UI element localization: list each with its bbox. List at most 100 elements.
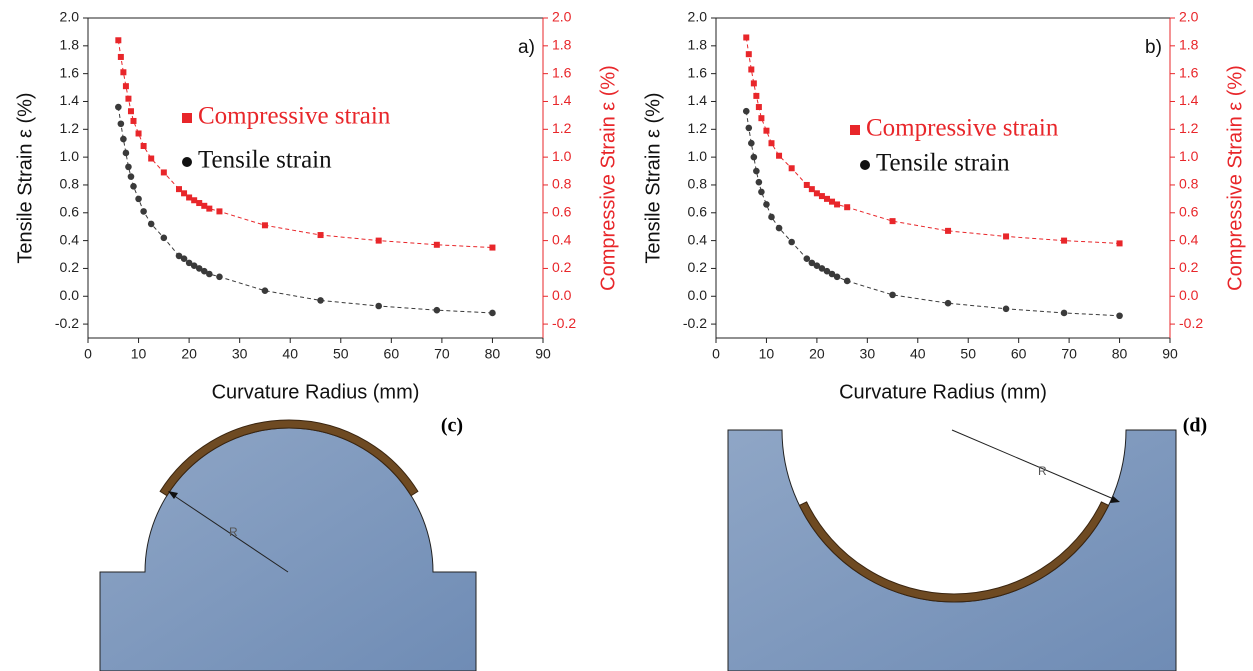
fit-line <box>117 106 493 314</box>
y2-tick-label: 1.6 <box>1179 64 1199 80</box>
y2-tick-label: 0.6 <box>552 203 572 219</box>
point <box>375 237 382 244</box>
y-tick-label: -0.2 <box>55 315 79 331</box>
point <box>843 277 851 285</box>
y-tick-label: 1.6 <box>60 64 80 80</box>
point <box>200 267 208 275</box>
point <box>375 302 382 310</box>
point <box>1116 240 1123 247</box>
x-tick-label: 70 <box>434 346 450 362</box>
legend-marker <box>182 113 192 123</box>
y2-axis-label: Compressive Strain ε (%) <box>1224 65 1246 291</box>
y2-tick-label: 1.8 <box>1179 37 1199 53</box>
point <box>317 232 324 239</box>
radius-arrow <box>169 492 289 573</box>
point <box>763 127 770 134</box>
point <box>944 299 952 307</box>
point <box>191 197 198 204</box>
x-tick-label: 20 <box>181 346 197 362</box>
y2-tick-label: -0.2 <box>552 315 576 331</box>
point <box>768 213 775 221</box>
y-tick-label: 0.6 <box>60 203 80 219</box>
y-tick-label: 0.0 <box>688 287 708 303</box>
point <box>1002 305 1010 313</box>
point <box>833 273 841 281</box>
y-tick-label: -0.2 <box>683 315 707 331</box>
point <box>216 273 223 281</box>
x-tick-label: 60 <box>1011 346 1027 362</box>
y2-tick-label: 1.0 <box>552 148 572 164</box>
y-tick-label: 0.0 <box>60 287 80 303</box>
y2-tick-label: 1.0 <box>1179 148 1199 164</box>
point <box>216 208 223 215</box>
point <box>750 153 758 161</box>
point <box>127 173 135 180</box>
x-tick-label: 90 <box>1162 346 1178 362</box>
fit-line <box>745 111 1120 317</box>
legend-label: Compressive strain <box>198 103 391 130</box>
point <box>788 165 795 172</box>
point <box>140 208 147 215</box>
point <box>180 255 188 262</box>
point <box>803 255 811 262</box>
y2-tick-label: 1.6 <box>552 64 572 80</box>
point <box>775 224 783 232</box>
point <box>125 95 132 102</box>
panel-label: (c) <box>441 415 463 437</box>
point <box>433 306 441 314</box>
y2-tick-label: 0.4 <box>552 231 572 247</box>
point <box>190 262 198 269</box>
y2-tick-label: 0.2 <box>1179 259 1199 275</box>
point <box>122 149 130 157</box>
point <box>433 241 440 248</box>
film-strip <box>159 419 419 497</box>
point <box>823 267 831 275</box>
y-tick-label: 1.2 <box>688 120 708 136</box>
point <box>753 92 760 99</box>
y2-axis-label: Compressive Strain ε (%) <box>597 65 619 291</box>
point <box>1060 309 1068 317</box>
point <box>945 227 952 234</box>
point <box>813 262 821 269</box>
point <box>120 135 127 143</box>
point <box>160 169 167 176</box>
y-tick-label: 1.4 <box>60 92 80 108</box>
x-axis-label: Curvature Radius (mm) <box>839 381 1047 403</box>
y-tick-label: 1.6 <box>688 64 708 80</box>
point <box>201 202 208 209</box>
y2-tick-label: 2.0 <box>1179 9 1199 25</box>
point <box>828 270 836 278</box>
point <box>176 186 182 193</box>
x-tick-label: 30 <box>860 346 876 362</box>
point <box>130 183 137 190</box>
concave-mold <box>727 429 1177 671</box>
legend-marker <box>182 157 192 167</box>
panel-label: (d) <box>1183 415 1207 437</box>
point <box>1116 312 1123 320</box>
x-tick-label: 30 <box>232 346 248 362</box>
radius-label: R <box>229 525 238 539</box>
point <box>147 220 155 228</box>
y2-tick-label: -0.2 <box>1179 315 1203 331</box>
point <box>750 80 757 87</box>
y-tick-label: 0.4 <box>688 231 708 247</box>
y2-tick-label: 1.4 <box>552 92 572 108</box>
x-tick-label: 60 <box>384 346 400 362</box>
y-tick-label: 0.2 <box>60 259 80 275</box>
point <box>175 252 183 260</box>
film-strip <box>798 501 1110 603</box>
x-tick-label: 20 <box>809 346 825 362</box>
point <box>758 115 765 122</box>
point <box>1003 233 1010 240</box>
point <box>803 181 810 188</box>
point <box>753 167 760 175</box>
point <box>889 291 896 299</box>
point <box>768 140 775 147</box>
x-tick-label: 80 <box>1112 346 1128 362</box>
x-tick-label: 90 <box>535 346 551 362</box>
point <box>748 139 755 147</box>
y2-tick-label: 0.0 <box>1179 287 1199 303</box>
y-axis-label: Tensile Strain ε (%) <box>642 92 664 263</box>
x-tick-label: 70 <box>1061 346 1077 362</box>
